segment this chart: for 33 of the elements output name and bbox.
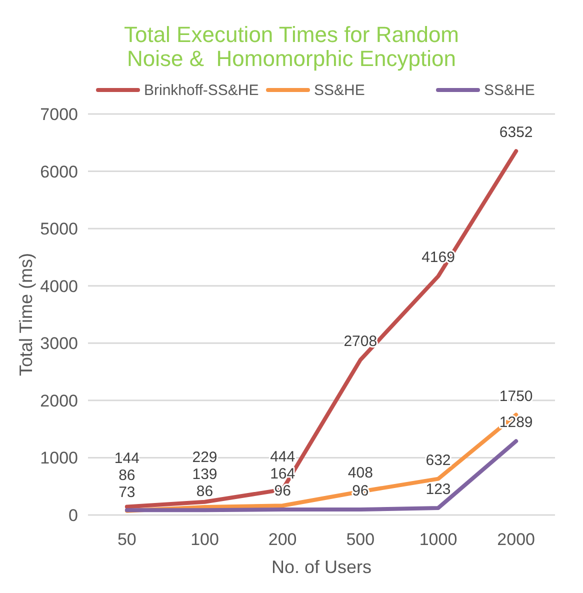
data-label: 2708 [344, 332, 378, 350]
y-tick-label: 0 [68, 506, 78, 525]
x-tick-label: 500 [346, 530, 375, 549]
chart-title: Total Execution Times for Random Noise & Homomorphic Encyption [124, 22, 460, 71]
data-label: 86 [118, 466, 136, 484]
y-tick-label: 2000 [40, 391, 78, 410]
x-tick-label: 200 [268, 530, 297, 549]
data-label: 229 [192, 449, 218, 466]
x-tick-label: 1000 [419, 530, 458, 549]
data-label: 86 [196, 483, 214, 500]
y-axis-title: Total Time (ms) [16, 252, 36, 376]
x-tick-label: 50 [117, 530, 136, 549]
y-tick-label: 5000 [40, 220, 78, 239]
y-tick-label: 1000 [40, 448, 78, 468]
y-tick-label: 4000 [40, 276, 78, 296]
x-tick-label: 100 [190, 530, 219, 549]
legend-label: Brinkhoff-SS&HE [144, 82, 259, 99]
y-tick-label: 6000 [40, 162, 78, 182]
data-label: 6352 [499, 124, 533, 142]
data-label: 408 [348, 464, 373, 482]
legend-label: SS&HE [314, 82, 365, 99]
x-tick-label: 2000 [497, 530, 535, 549]
data-label: 123 [426, 480, 451, 498]
y-tick-label: 7000 [40, 105, 78, 124]
data-label: 444 [270, 448, 296, 466]
data-label: 73 [118, 484, 136, 501]
data-label: 139 [192, 466, 218, 484]
data-label: 144 [114, 450, 140, 467]
y-tick-label: 3000 [40, 334, 78, 354]
data-label: 1750 [499, 388, 533, 405]
data-label: 632 [426, 452, 451, 469]
x-axis-title: No. of Users [271, 557, 372, 577]
legend-label: SS&HE [484, 82, 535, 99]
